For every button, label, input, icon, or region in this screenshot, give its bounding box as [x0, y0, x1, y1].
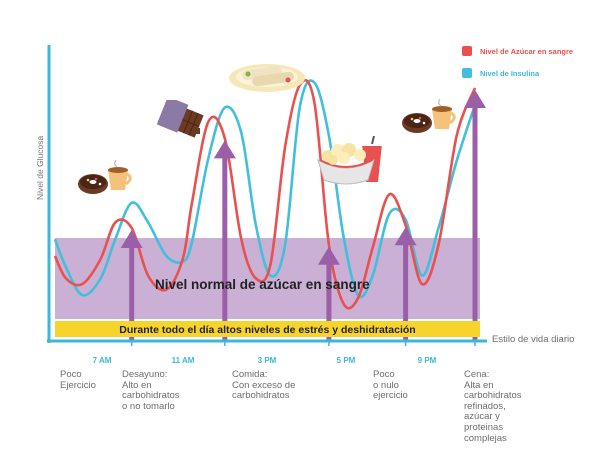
legend-label-sugar: Nivel de Azúcar en sangre — [480, 46, 574, 56]
x-axis-label: Estilo de vida diario — [492, 334, 575, 345]
donut-and-coffee-icon — [78, 160, 132, 194]
meal-note: Poco Ejercicio — [60, 369, 96, 391]
meal-note: Desayuno: Alto en carbohidratos o no tom… — [122, 369, 180, 412]
time-tick-label: 5 PM — [336, 356, 356, 365]
sugar-level-line — [53, 78, 477, 310]
legend-label-insulin: Nivel de Insulina — [480, 68, 540, 78]
meal-arrow — [394, 227, 417, 341]
legend-swatch-insulin — [462, 68, 472, 78]
legend-item-sugar: Nivel de Azúcar en sangre — [462, 46, 573, 56]
meal-note: Comida: Con exceso de carbohidratos — [232, 369, 296, 402]
time-tick-label: 9 PM — [417, 356, 437, 365]
meal-arrow — [120, 230, 143, 341]
burrito-plate-icon — [229, 64, 305, 92]
meal-note: Poco o nulo ejercicio — [373, 369, 408, 402]
chocolate-bar-icon — [156, 100, 204, 138]
y-axis-label: Nivel de Glucosa — [35, 135, 45, 200]
band-label: Nivel normal de azúcar en sangre — [155, 277, 370, 292]
legend-swatch-sugar — [462, 46, 472, 56]
donut-and-coffee-icon — [402, 99, 456, 133]
normal-sugar-band — [55, 238, 480, 319]
stress-label: Durante todo el día altos niveles de est… — [119, 324, 416, 336]
time-tick-label: 7 AM — [92, 356, 112, 365]
series-layer — [53, 78, 477, 310]
time-tick-label: 3 PM — [257, 356, 277, 365]
meal-note: Cena: Alta en carbohidratos refinados, a… — [464, 369, 522, 444]
tick-layer — [130, 341, 476, 346]
legend-item-insulin: Nivel de Insulina — [462, 68, 539, 78]
popcorn-and-soda-icon — [317, 136, 382, 185]
meal-arrow — [317, 246, 340, 341]
meal-arrow — [213, 140, 236, 341]
time-tick-label: 11 AM — [171, 356, 195, 365]
arrow-layer — [120, 90, 486, 341]
meal-arrow — [464, 90, 486, 341]
stress-bar — [55, 321, 480, 337]
